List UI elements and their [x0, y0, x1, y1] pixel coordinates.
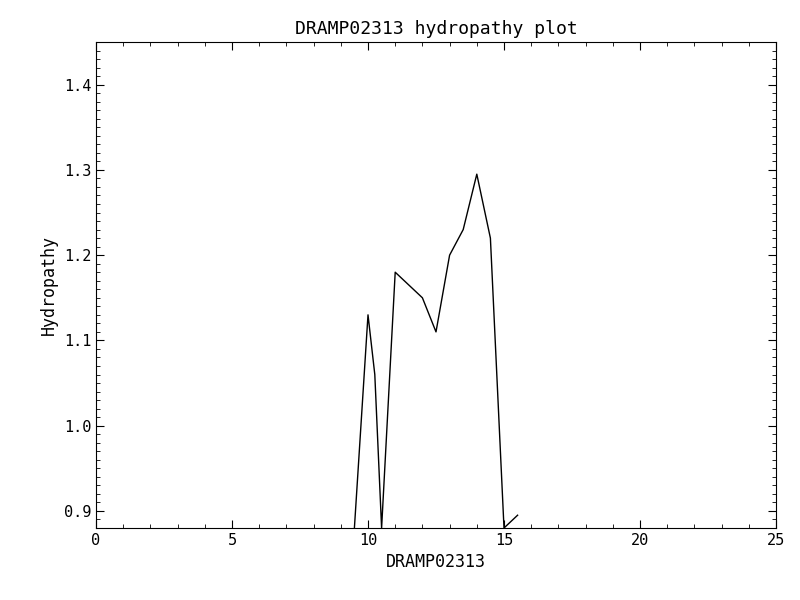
Title: DRAMP02313 hydropathy plot: DRAMP02313 hydropathy plot — [294, 20, 578, 38]
X-axis label: DRAMP02313: DRAMP02313 — [386, 553, 486, 571]
Y-axis label: Hydropathy: Hydropathy — [40, 235, 58, 335]
